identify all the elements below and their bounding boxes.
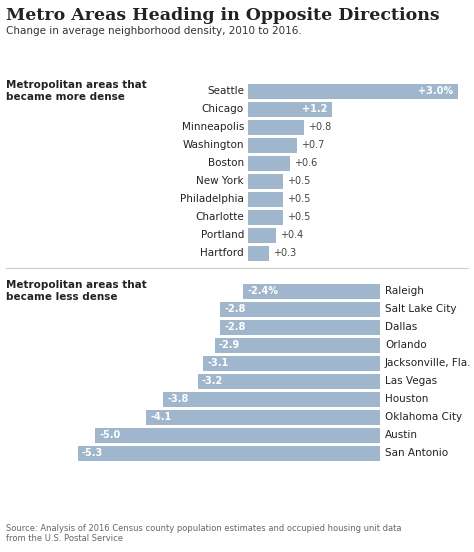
Text: -4.1: -4.1 <box>150 412 172 422</box>
Text: San Antonio: San Antonio <box>385 448 448 459</box>
Text: Seattle: Seattle <box>207 87 244 97</box>
Text: Metropolitan areas that
became more dense: Metropolitan areas that became more dens… <box>6 80 147 102</box>
Bar <box>215 338 380 353</box>
Text: -2.9: -2.9 <box>219 341 240 351</box>
Text: +0.5: +0.5 <box>287 213 310 222</box>
Bar <box>248 174 283 189</box>
Text: +0.7: +0.7 <box>301 141 324 151</box>
Text: Jacksonville, Fla.: Jacksonville, Fla. <box>385 358 472 369</box>
Text: Metro Areas Heading in Opposite Directions: Metro Areas Heading in Opposite Directio… <box>6 7 439 24</box>
Text: Source: Analysis of 2016 Census county population estimates and occupied housing: Source: Analysis of 2016 Census county p… <box>6 524 401 543</box>
Bar <box>248 192 283 207</box>
Bar <box>248 246 269 261</box>
Text: -5.0: -5.0 <box>99 431 120 440</box>
Text: +0.5: +0.5 <box>287 177 310 187</box>
Text: Las Vegas: Las Vegas <box>385 376 437 386</box>
Bar <box>248 228 276 243</box>
Bar <box>78 446 380 461</box>
Text: -2.4%: -2.4% <box>247 286 278 296</box>
Text: +0.4: +0.4 <box>280 231 303 241</box>
Text: -2.8: -2.8 <box>225 305 246 315</box>
Text: -3.2: -3.2 <box>201 376 223 386</box>
Text: Orlando: Orlando <box>385 341 427 351</box>
Text: New York: New York <box>196 177 244 187</box>
Text: +0.8: +0.8 <box>308 123 331 132</box>
Text: Change in average neighborhood density, 2010 to 2016.: Change in average neighborhood density, … <box>6 26 302 36</box>
Text: +3.0%: +3.0% <box>418 87 453 97</box>
Text: Chicago: Chicago <box>202 104 244 114</box>
Text: +1.2: +1.2 <box>301 104 327 114</box>
Text: Washington: Washington <box>182 141 244 151</box>
Bar <box>146 410 380 425</box>
Text: Portland: Portland <box>201 231 244 241</box>
Text: Austin: Austin <box>385 431 418 440</box>
Bar <box>248 84 458 99</box>
Text: Metropolitan areas that
became less dense: Metropolitan areas that became less dens… <box>6 280 147 301</box>
Bar <box>203 356 380 371</box>
Text: Minneapolis: Minneapolis <box>182 123 244 132</box>
Bar <box>243 284 380 299</box>
Text: Philadelphia: Philadelphia <box>180 194 244 204</box>
Bar <box>95 428 380 443</box>
Bar <box>248 102 332 117</box>
Bar <box>248 156 290 171</box>
Text: Salt Lake City: Salt Lake City <box>385 305 456 315</box>
Text: +0.3: +0.3 <box>273 248 296 258</box>
Text: Raleigh: Raleigh <box>385 286 424 296</box>
Bar <box>164 392 380 407</box>
Bar <box>248 120 304 135</box>
Text: -5.3: -5.3 <box>82 448 103 459</box>
Text: Houston: Houston <box>385 395 428 405</box>
Bar <box>248 138 297 153</box>
Text: Dallas: Dallas <box>385 322 417 332</box>
Text: -3.1: -3.1 <box>207 358 228 369</box>
Text: Oklahoma City: Oklahoma City <box>385 412 462 422</box>
Bar <box>220 320 380 335</box>
Text: -3.8: -3.8 <box>167 395 189 405</box>
Text: +0.6: +0.6 <box>294 158 317 168</box>
Text: -2.8: -2.8 <box>225 322 246 332</box>
Text: +0.5: +0.5 <box>287 194 310 204</box>
Bar <box>198 374 380 389</box>
Bar <box>220 302 380 317</box>
Text: Boston: Boston <box>208 158 244 168</box>
Text: Charlotte: Charlotte <box>195 213 244 222</box>
Bar <box>248 210 283 225</box>
Text: Hartford: Hartford <box>201 248 244 258</box>
